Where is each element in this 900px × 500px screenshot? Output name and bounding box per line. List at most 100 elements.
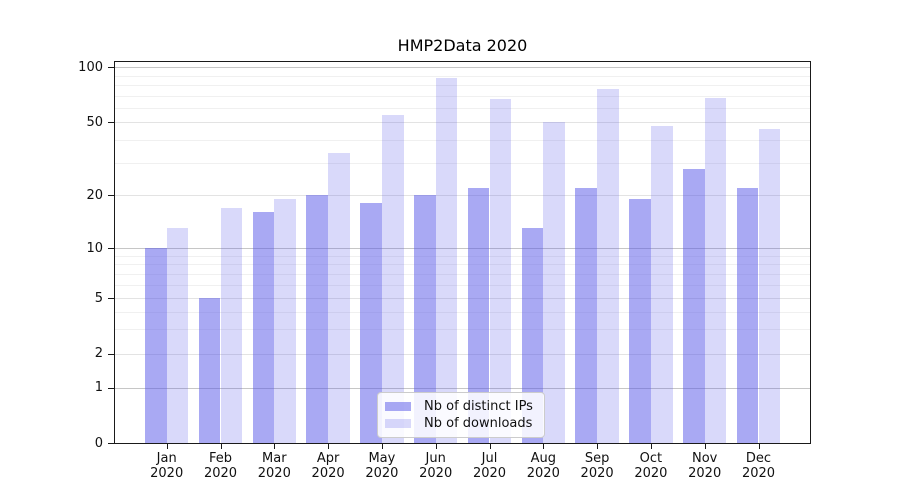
y-tick-mark-0 [108, 443, 114, 444]
bar-nb-of-distinct-ips-apr [306, 195, 329, 443]
x-tick-mark-dec [758, 444, 760, 449]
grid-line-minor-6 [115, 285, 810, 286]
x-tick-mark-apr [328, 444, 330, 449]
bar-nb-of-downloads-apr [328, 153, 350, 443]
grid-line-minor-30 [115, 163, 810, 164]
bar-nb-of-downloads-dec [758, 129, 781, 443]
x-tick-mark-may [381, 444, 383, 449]
x-tick-label-apr: Apr 2020 [296, 451, 360, 481]
grid-line-minor-90 [115, 75, 810, 77]
x-tick-label-sep: Sep 2020 [565, 451, 629, 481]
y-tick-label-20: 20 [86, 187, 103, 203]
x-tick-label-mar: Mar 2020 [242, 451, 306, 481]
x-tick-year: 2020 [472, 466, 507, 481]
bar-nb-of-distinct-ips-dec [736, 187, 759, 443]
x-tick-mark-jul [489, 444, 491, 449]
x-tick-mark-nov [704, 444, 706, 449]
x-tick-month: Jan [156, 451, 177, 466]
grid-line-20 [115, 195, 810, 197]
bar-nb-of-downloads-may [381, 114, 404, 443]
x-tick-label-oct: Oct 2020 [619, 451, 683, 481]
grid-line-50 [115, 122, 810, 124]
grid-line-minor-7 [115, 273, 810, 275]
bar-nb-of-distinct-ips-jun [413, 195, 436, 443]
x-tick-year: 2020 [311, 466, 345, 481]
x-tick-year: 2020 [634, 466, 668, 481]
x-tick-label-jun: Jun 2020 [404, 451, 468, 481]
grid-line-minor-3 [115, 329, 810, 330]
bar-nb-of-distinct-ips-aug [521, 228, 544, 443]
bar-nb-of-distinct-ips-jul [467, 187, 490, 443]
bar-nb-of-distinct-ips-sep [575, 187, 598, 443]
x-tick-year: 2020 [203, 466, 238, 481]
x-tick-label-nov: Nov 2020 [673, 451, 737, 481]
x-tick-mark-feb [220, 444, 222, 449]
x-tick-mark-oct [650, 444, 652, 449]
y-tick-mark-1 [108, 387, 114, 389]
grid-line-10 [115, 248, 810, 250]
y-tick-label-10: 10 [86, 240, 103, 256]
x-tick-month: Feb [208, 451, 233, 466]
y-tick-mark-100 [108, 67, 114, 69]
bar-nb-of-downloads-feb [220, 207, 243, 443]
grid-line-minor-8 [115, 264, 810, 266]
grid-line-minor-9 [115, 255, 810, 257]
grid-line-1 [115, 387, 810, 389]
x-tick-month: Mar [262, 451, 287, 466]
legend-label-nb-of-distinct-ips: Nb of distinct IPs [424, 398, 533, 414]
x-tick-mark-aug [543, 444, 545, 449]
x-tick-year: 2020 [419, 466, 453, 481]
grid-line-2 [115, 353, 810, 355]
x-tick-year: 2020 [150, 466, 184, 481]
x-tick-mark-jan [166, 444, 168, 449]
x-tick-month: Nov [692, 451, 718, 466]
bar-nb-of-distinct-ips-may [360, 203, 382, 443]
bar-nb-of-downloads-jan [166, 228, 189, 443]
grid-line-minor-70 [115, 95, 810, 97]
bar-nb-of-downloads-nov [704, 98, 727, 443]
x-tick-mark-jun [435, 444, 437, 449]
chart-title: HMP2Data 2020 [397, 36, 528, 55]
bar-nb-of-distinct-ips-nov [682, 168, 705, 443]
bar-nb-of-distinct-ips-jan [144, 248, 167, 443]
y-tick-label-1: 1 [94, 380, 103, 396]
legend-label-nb-of-downloads: Nb of downloads [424, 415, 533, 431]
x-tick-month: Dec [745, 451, 772, 466]
bar-nb-of-downloads-jul [489, 99, 512, 443]
x-tick-month: Aug [530, 451, 556, 466]
x-tick-label-jul: Jul 2020 [458, 451, 522, 481]
x-tick-mark-mar [274, 444, 276, 449]
grid-line-5 [115, 298, 810, 300]
legend-item-nb-of-distinct-ips: Nb of distinct IPs [385, 398, 540, 415]
x-tick-label-feb: Feb 2020 [189, 451, 253, 481]
x-tick-label-aug: Aug 2020 [511, 451, 575, 481]
legend: Nb of distinct IPs Nb of downloads [377, 392, 545, 438]
legend-item-nb-of-downloads: Nb of downloads [385, 415, 540, 432]
bar-nb-of-distinct-ips-oct [629, 199, 651, 443]
x-tick-mark-sep [597, 444, 599, 449]
x-tick-month: May [368, 451, 396, 466]
y-tick-mark-10 [108, 248, 114, 250]
x-tick-year: 2020 [688, 466, 722, 481]
bar-nb-of-downloads-aug [543, 122, 566, 443]
grid-line-minor-60 [115, 107, 810, 109]
bar-nb-of-distinct-ips-feb [198, 298, 221, 443]
y-tick-label-100: 100 [78, 59, 103, 75]
x-tick-month: Oct [639, 451, 663, 466]
y-tick-mark-5 [108, 298, 114, 300]
bar-nb-of-downloads-jun [435, 77, 458, 443]
y-tick-label-50: 50 [86, 114, 103, 130]
x-tick-label-jan: Jan 2020 [135, 451, 199, 481]
grid-line-100 [115, 67, 810, 69]
plot-area [114, 61, 811, 444]
x-tick-month: Apr [316, 451, 340, 466]
grid-line-minor-80 [115, 85, 810, 87]
grid-line-minor-4 [115, 311, 810, 313]
bar-nb-of-downloads-sep [597, 89, 619, 443]
x-tick-year: 2020 [365, 466, 399, 481]
x-tick-year: 2020 [257, 466, 291, 481]
x-tick-month: Jul [481, 451, 498, 466]
legend-swatch-nb-of-distinct-ips [385, 402, 411, 411]
x-tick-year: 2020 [741, 466, 776, 481]
